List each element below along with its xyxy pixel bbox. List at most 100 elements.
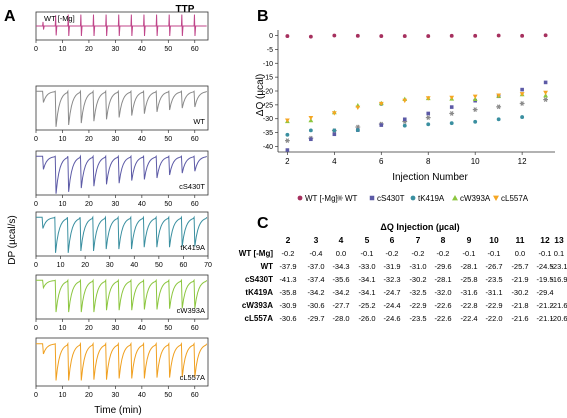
data-point: [402, 117, 407, 122]
table-cell: -27.7: [332, 301, 349, 310]
table-cell: -34.2: [332, 288, 349, 297]
table-cell: -0.2: [282, 249, 295, 258]
itc-x-tick-label: 20: [81, 262, 89, 269]
legend-marker: [493, 195, 499, 201]
series-3: [285, 102, 525, 137]
table-cell: -28.1: [434, 275, 451, 284]
data-point: [543, 90, 549, 96]
table-cell: -29.7: [307, 314, 324, 323]
table-cell: -37.9: [279, 262, 296, 271]
itc-x-tick-label: 40: [130, 262, 138, 269]
table-cell: -21.6: [550, 301, 567, 310]
series-2: [285, 80, 548, 152]
itc-x-tick-label: 10: [59, 46, 67, 53]
data-point: [425, 96, 431, 101]
data-point: [519, 101, 525, 106]
table-cell: -31.0: [409, 262, 426, 271]
table-cell: -34.1: [358, 288, 375, 297]
itc-x-tick-label: 20: [85, 201, 93, 208]
itc-x-tick-label: 20: [85, 325, 93, 332]
data-point: [402, 123, 407, 128]
table-cell: -26.7: [485, 262, 502, 271]
itc-x-tick-label: 10: [59, 201, 67, 208]
legend-label: cS430T: [377, 194, 405, 203]
itc-x-tick-label: 30: [111, 325, 119, 332]
table-cell: -28.0: [332, 314, 349, 323]
itc-subplot-label: tK419A: [180, 243, 205, 252]
itc-subplot-frame: [35, 211, 209, 257]
table-cell: -19.5: [536, 275, 553, 284]
table-cell: -32.0: [434, 288, 451, 297]
y-tick-label: -30: [263, 116, 273, 123]
itc-x-tick-label: 10: [59, 392, 67, 399]
data-point: [308, 128, 313, 133]
table-column-header: 12: [540, 235, 550, 245]
y-tick-label: -15: [263, 75, 273, 82]
table-cell: -34.1: [358, 275, 375, 284]
panel-a-y-axis-label: DP (µcal/s): [7, 215, 18, 264]
table-column-header: 13: [554, 235, 564, 245]
itc-subplot-frame: [35, 274, 209, 320]
table-cell: -34.2: [307, 288, 324, 297]
legend-label: WT: [345, 194, 358, 203]
x-tick-label: 4: [332, 157, 337, 166]
data-point: [426, 122, 431, 127]
panel-label-c: C: [257, 215, 269, 232]
itc-x-tick-label: 60: [191, 325, 199, 332]
table-column-header: 6: [390, 235, 395, 245]
y-tick-label: 0: [269, 33, 273, 40]
table-cell: -0.1: [488, 249, 501, 258]
data-point: [520, 33, 525, 38]
itc-x-tick-label: 50: [155, 262, 163, 269]
table-cell: -32.5: [409, 288, 426, 297]
table-cell: -30.6: [279, 314, 296, 323]
table-cell: -37.4: [307, 275, 324, 284]
legend-label: cL557A: [501, 194, 529, 203]
table-cell: -24.4: [383, 301, 400, 310]
legend-marker: [452, 195, 458, 201]
data-point: [472, 107, 478, 112]
itc-x-tick-label: 60: [191, 392, 199, 399]
panel-label-a: A: [4, 8, 16, 25]
itc-subplot-3: 0 10 20 30 40 50 60 70 tK419A: [34, 211, 212, 269]
table-cell: -0.2: [386, 249, 399, 258]
x-tick-label: 2: [285, 157, 290, 166]
series-1: [284, 97, 549, 144]
data-point: [543, 80, 548, 85]
itc-x-tick-label: 0: [34, 325, 38, 332]
table-cell: -22.9: [409, 301, 426, 310]
table-cell: -41.3: [279, 275, 296, 284]
table-cell: 0.1: [554, 249, 564, 258]
itc-x-tick-label: 30: [111, 201, 119, 208]
data-point: [309, 137, 313, 142]
data-point: [449, 33, 454, 38]
table-column-header: 4: [339, 235, 344, 245]
data-point: [520, 115, 525, 119]
legend-marker: [410, 195, 416, 201]
data-point: [355, 105, 361, 111]
table-column-header: 7: [416, 235, 421, 245]
itc-x-tick-label: 70: [204, 262, 212, 269]
itc-x-tick-label: 0: [34, 392, 38, 399]
data-point: [402, 34, 407, 39]
data-point: [496, 93, 502, 98]
y-tick-label: -20: [263, 89, 273, 96]
data-point: [543, 33, 548, 38]
data-point: [331, 111, 337, 116]
data-point: [284, 138, 290, 144]
table-cell: -30.9: [279, 301, 296, 310]
asterisk-stroke: [543, 97, 548, 102]
table-cell: -26.0: [358, 314, 375, 323]
y-tick-label: -5: [267, 47, 273, 54]
itc-x-tick-label: 30: [111, 46, 119, 53]
table-cell: -24.7: [383, 288, 400, 297]
itc-x-tick-label: 0: [34, 201, 38, 208]
legend-marker: [337, 195, 343, 201]
asterisk-stroke: [496, 104, 501, 110]
itc-subplot-frame: [35, 150, 209, 196]
table-cell: -37.0: [307, 262, 324, 271]
itc-x-tick-label: 50: [164, 136, 172, 143]
x-tick-label: 10: [471, 157, 480, 166]
itc-x-tick-label: 40: [138, 46, 146, 53]
itc-x-tick-label: 60: [191, 201, 199, 208]
